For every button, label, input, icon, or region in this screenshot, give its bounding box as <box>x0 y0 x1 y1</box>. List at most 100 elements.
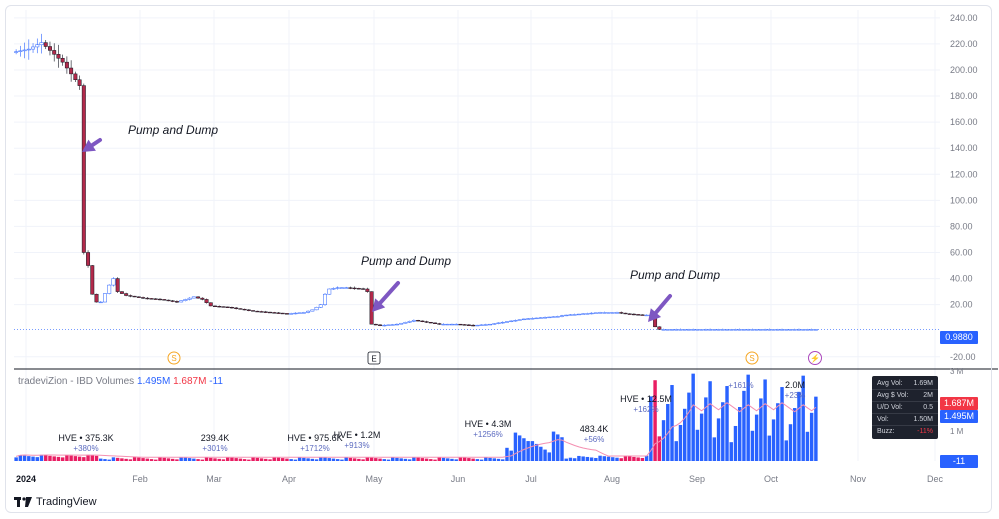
candle-body <box>18 50 23 52</box>
candle-body <box>576 313 581 316</box>
volume-bar <box>225 457 230 461</box>
stats-row: Vol: 1.50M <box>872 414 938 426</box>
volume-bar <box>56 456 61 461</box>
volume-bar <box>725 386 729 461</box>
volume-bar <box>27 456 31 461</box>
tradingview-logo[interactable]: TradingView <box>14 496 97 508</box>
volume-bar <box>674 441 678 461</box>
volume-bar <box>632 456 636 461</box>
volume-bar <box>517 435 522 461</box>
candle-body <box>720 329 725 331</box>
volume-bar <box>107 459 111 461</box>
candle-body <box>141 297 146 299</box>
volume-bar <box>128 459 133 461</box>
candle-body <box>746 329 751 331</box>
volume-bar <box>361 459 365 461</box>
volume-bar <box>314 459 319 461</box>
volume-bar <box>285 458 289 461</box>
annotation-text: Pump and Dump <box>128 123 218 137</box>
candle-body <box>69 67 74 75</box>
volume-bar <box>221 459 226 461</box>
candle-body <box>158 298 162 301</box>
volume-bar <box>801 375 805 461</box>
volume-bar <box>657 436 662 461</box>
price-tick-label: 160.00 <box>950 117 978 127</box>
volume-bar <box>69 455 73 461</box>
volume-bar <box>424 458 429 461</box>
volume-bar <box>805 431 810 461</box>
volume-bar <box>60 457 65 461</box>
candle-body <box>411 320 416 322</box>
volume-bar <box>441 457 446 461</box>
volume-bar <box>492 458 496 461</box>
volume-stats-panel: Avg Vol: 1.69M Avg $ Vol: 2M U/D Vol: 0.5 V… <box>872 376 938 439</box>
candle-body <box>327 288 332 295</box>
volume-bar <box>809 412 814 461</box>
volume-bar <box>611 457 615 461</box>
volume-bar <box>712 437 717 461</box>
volume-bar <box>653 380 657 461</box>
volume-bar <box>386 459 391 461</box>
volume-bar <box>615 457 619 461</box>
volume-bar <box>746 374 750 461</box>
volume-bar <box>217 458 221 461</box>
volume-bar <box>704 397 708 461</box>
candle-body <box>39 42 44 46</box>
candle-body <box>691 329 696 331</box>
candle-body <box>500 321 505 324</box>
candle-body <box>475 324 480 327</box>
price-tick-label: 200.00 <box>950 65 978 75</box>
hve-label: 483.4K <box>580 424 609 434</box>
candle-body <box>602 312 607 314</box>
volume-bar <box>699 413 704 461</box>
volume-bar <box>759 398 763 461</box>
time-tick-label: Aug <box>604 474 620 484</box>
candle-body <box>466 324 471 326</box>
volume-bar <box>539 446 543 461</box>
candle-body <box>280 312 285 315</box>
candle-body <box>754 329 759 331</box>
volume-bar <box>82 457 86 461</box>
candle-body <box>640 314 645 316</box>
time-tick-label: Mar <box>206 474 222 484</box>
annotation-arrow <box>372 281 400 312</box>
price-tick-label: 20.00 <box>950 300 973 310</box>
volume-tag-blue: 1.495M <box>940 410 978 423</box>
candle-body <box>665 329 670 331</box>
volume-bar <box>44 455 48 461</box>
candle-body <box>331 288 336 290</box>
candle-body <box>712 329 717 331</box>
hve-percent: +301% <box>202 444 227 453</box>
candle-body <box>111 278 116 286</box>
dividend-symbol: S <box>749 354 754 363</box>
candle-body <box>780 329 784 331</box>
volume-bar <box>598 455 602 461</box>
volume-bar <box>145 458 150 461</box>
volume-bar <box>297 457 302 461</box>
hve-percent: +1256% <box>473 430 503 439</box>
candle-body <box>530 318 535 320</box>
volume-bar <box>572 458 577 461</box>
volume-bar <box>259 458 264 461</box>
tradingview-icon <box>14 497 32 507</box>
volume-bar <box>446 458 450 461</box>
volume-bar <box>543 449 547 461</box>
volume-bar <box>230 457 234 461</box>
volume-bar <box>407 459 412 461</box>
price-tick-label: -20.00 <box>950 352 976 362</box>
volume-bar <box>35 457 39 461</box>
volume-bar <box>594 457 598 461</box>
candle-body <box>77 79 82 86</box>
candle-body <box>187 297 192 300</box>
last-price-tag: 0.9880 <box>940 331 978 344</box>
arrow-head <box>372 298 386 312</box>
candle-body <box>22 49 27 52</box>
volume-bar <box>682 408 687 461</box>
candle-body <box>771 329 776 331</box>
arrow-head <box>648 308 662 322</box>
candle-body <box>115 278 120 292</box>
volume-bar <box>695 429 700 461</box>
candle-body <box>450 323 454 326</box>
candle-body <box>471 324 476 327</box>
